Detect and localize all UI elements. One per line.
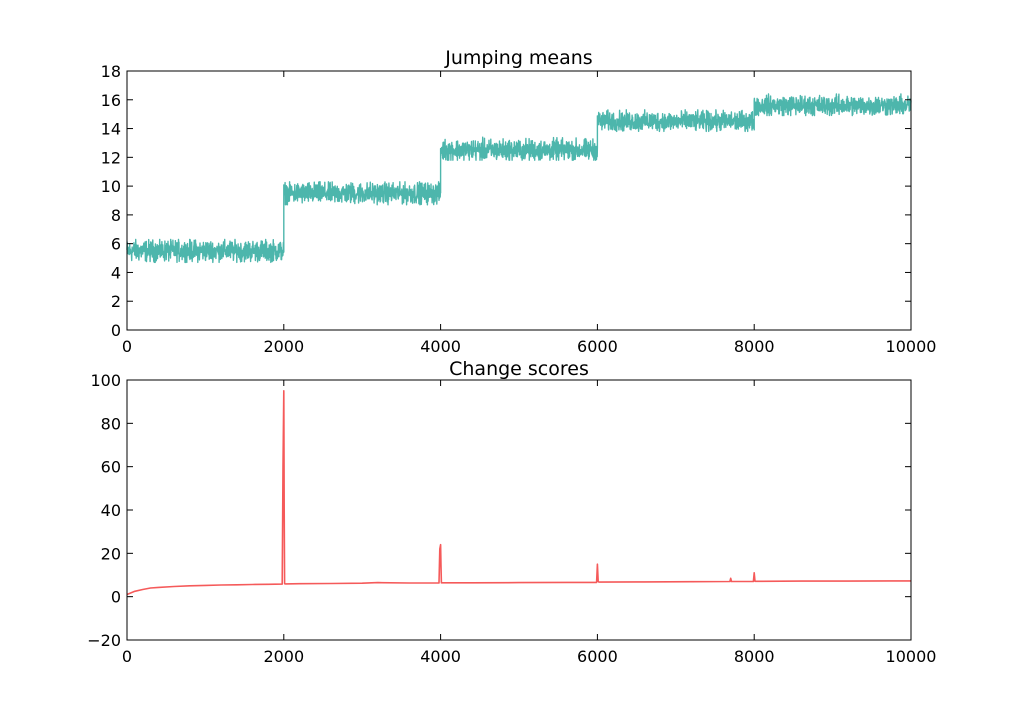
x-tick-label: 4000 — [420, 337, 461, 356]
plot-frame — [126, 70, 912, 331]
x-tick-label: 8000 — [734, 337, 775, 356]
x-tick-label: 6000 — [577, 647, 618, 666]
series-group — [126, 93, 912, 264]
y-tick-label: −20 — [87, 631, 121, 650]
x-tick-label: 8000 — [734, 647, 775, 666]
x-tick-label: 0 — [122, 647, 132, 666]
tick-group: 0 2000 4000 6000 8000 10000 0 2 4 6 8 10 12 14 16 18 — [101, 62, 937, 356]
series-line — [126, 93, 912, 264]
x-tick-label: 6000 — [577, 337, 618, 356]
series-line — [126, 390, 911, 596]
y-tick-label: 0 — [111, 588, 121, 607]
x-tick-label: 2000 — [263, 337, 304, 356]
y-tick-label: 60 — [101, 458, 121, 477]
chart-title: Jumping means — [444, 47, 592, 69]
x-tick-label: 2000 — [263, 647, 304, 666]
chart-title: Change scores — [449, 358, 589, 380]
y-tick-label: 0 — [111, 321, 121, 340]
y-tick-label: 4 — [111, 263, 121, 282]
y-tick-label: 16 — [101, 91, 121, 110]
x-tick-label: 0 — [122, 337, 132, 356]
x-tick-label: 10000 — [886, 647, 937, 666]
plot-frame — [126, 379, 912, 641]
y-tick-label: 100 — [90, 371, 121, 390]
x-tick-label: 10000 — [886, 337, 937, 356]
subplot-jumping-means: Jumping means 0 2000 4000 6000 8000 10000 0 2 4 6… — [101, 47, 937, 356]
y-tick-label: 2 — [111, 292, 121, 311]
series-group — [126, 390, 911, 596]
y-tick-label: 8 — [111, 206, 121, 225]
x-tick-label: 4000 — [420, 647, 461, 666]
y-tick-label: 6 — [111, 235, 121, 254]
subplot-change-scores: Change scores 0 2000 4000 6000 8000 10000−200… — [87, 358, 936, 666]
y-tick-label: 12 — [101, 148, 121, 167]
y-tick-label: 40 — [101, 501, 121, 520]
y-tick-label: 18 — [101, 62, 121, 81]
y-tick-label: 20 — [101, 544, 121, 563]
y-tick-label: 14 — [101, 120, 121, 139]
y-tick-label: 10 — [101, 177, 121, 196]
y-tick-label: 80 — [101, 414, 121, 433]
